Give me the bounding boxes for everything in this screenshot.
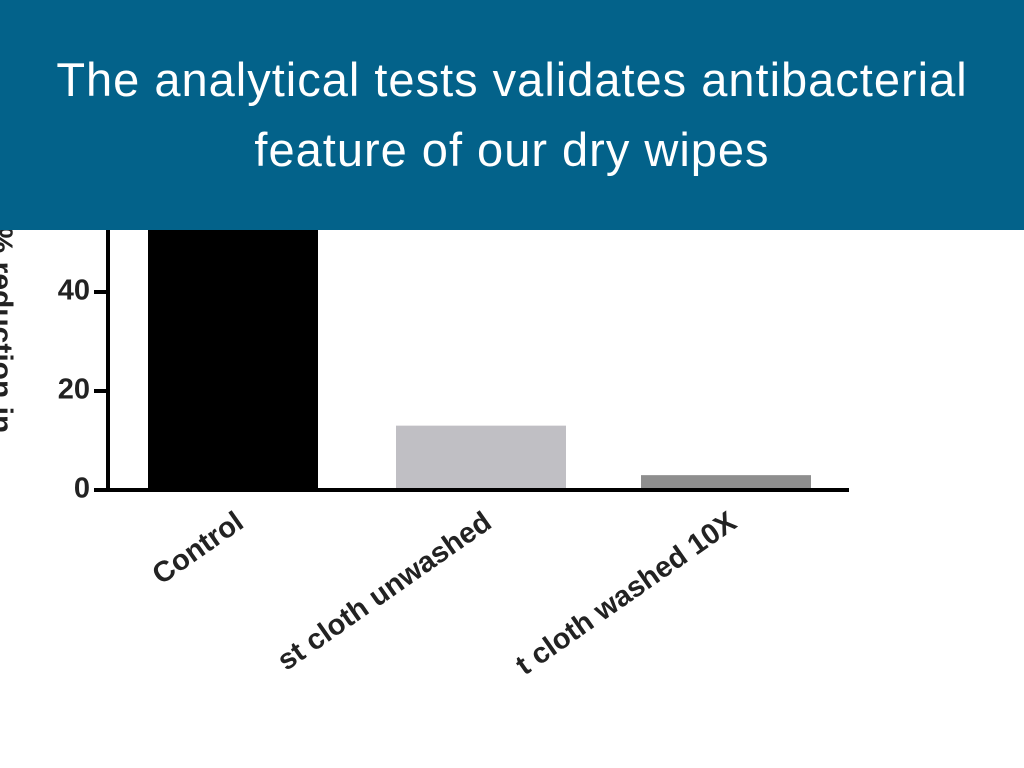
x-tick-label: t cloth washed 10X: [510, 505, 743, 681]
y-tick-label: 20: [58, 374, 90, 406]
y-tick-label: 40: [58, 275, 90, 307]
bar: [641, 475, 811, 490]
title-banner: The analytical tests validates antibacte…: [0, 0, 1024, 230]
y-tick-label: 0: [74, 473, 90, 505]
chart-title: The analytical tests validates antibacte…: [56, 53, 968, 176]
y-axis-label: % reduction in: [0, 227, 18, 434]
x-tick-label: Control: [147, 506, 250, 591]
bar: [396, 425, 566, 490]
x-tick-label: st cloth unwashed: [272, 506, 498, 677]
